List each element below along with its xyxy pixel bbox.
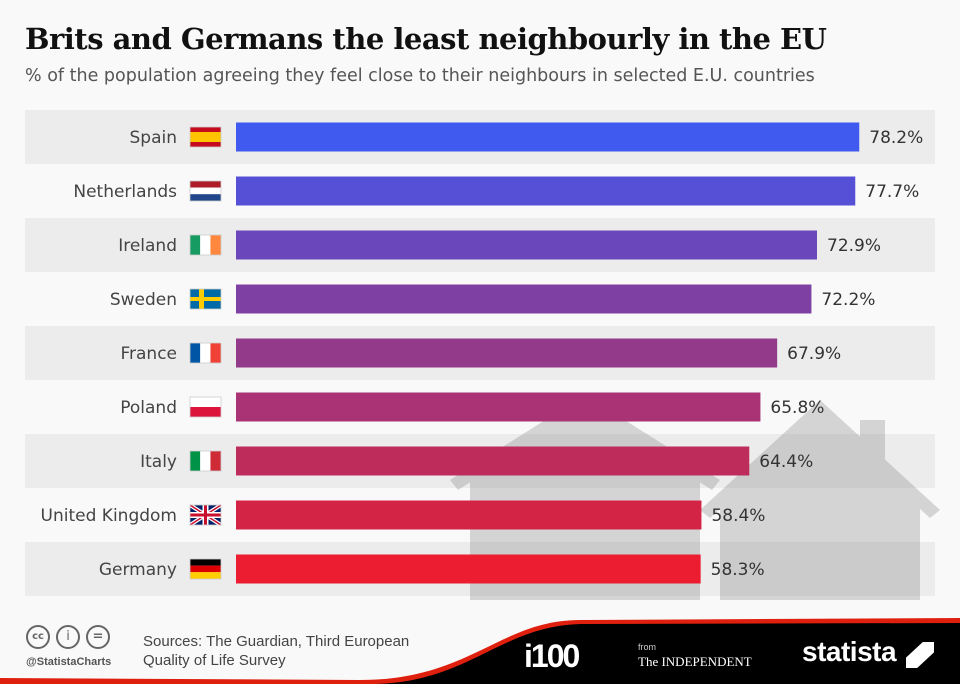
attribution-icon: i — [56, 625, 80, 649]
bar-united-kingdom — [236, 500, 702, 530]
flag-france — [189, 342, 222, 364]
flag-poland — [189, 396, 222, 418]
chart-subtitle: % of the population agreeing they feel c… — [25, 66, 815, 86]
footer: cc i = @StatistaCharts Sources: The Guar… — [0, 600, 960, 684]
flag-netherlands — [189, 180, 222, 202]
source-line-2: Quality of Life Survey — [143, 652, 286, 669]
category-label: United Kingdom — [41, 506, 177, 526]
source-line-1: Sources: The Guardian, Third European — [143, 633, 410, 650]
bar-spain — [236, 122, 860, 152]
flag-ireland — [189, 234, 222, 256]
flag-united-kingdom — [188, 503, 223, 527]
value-label: 72.9% — [827, 236, 881, 256]
category-label: France — [120, 344, 177, 364]
flag-germany — [189, 558, 222, 580]
bar-germany — [236, 554, 701, 584]
cc-icon: cc — [26, 625, 50, 649]
cc-license-icons: cc i = — [26, 625, 110, 649]
value-label: 58.3% — [711, 560, 765, 580]
category-label: Ireland — [118, 236, 177, 256]
from-label: from — [638, 642, 656, 652]
statista-logo: statista — [802, 636, 897, 667]
category-label: Spain — [130, 128, 178, 148]
value-label: 78.2% — [869, 128, 923, 148]
value-label: 72.2% — [821, 290, 875, 310]
bar-netherlands — [236, 176, 856, 206]
category-label: Germany — [99, 560, 177, 580]
statista-handle[interactable]: @StatistaCharts — [26, 656, 112, 668]
flag-italy — [189, 450, 222, 472]
independent-logo: The INDEPENDENT — [638, 654, 752, 669]
value-label: 58.4% — [711, 506, 765, 526]
bar-sweden — [236, 284, 812, 314]
i100-logo: i100 — [524, 638, 580, 674]
category-label: Poland — [120, 398, 177, 418]
bar-italy — [236, 446, 750, 476]
flag-spain — [189, 126, 222, 148]
flag-sweden — [189, 288, 222, 310]
value-label: 65.8% — [770, 398, 824, 418]
bar-poland — [236, 392, 761, 422]
chart-title: Brits and Germans the least neighbourly … — [25, 22, 827, 56]
bar-ireland — [236, 230, 818, 260]
no-derivatives-icon: = — [86, 625, 110, 649]
value-label: 77.7% — [865, 182, 919, 202]
bar-chart: Spain 78.2% Netherlands 77.7% Ireland 72.9% Sw… — [25, 110, 940, 600]
bar-france — [236, 338, 778, 368]
category-label: Netherlands — [73, 182, 177, 202]
value-label: 67.9% — [787, 344, 841, 364]
category-label: Italy — [140, 452, 177, 472]
category-label: Sweden — [110, 290, 177, 310]
value-label: 64.4% — [759, 452, 813, 472]
